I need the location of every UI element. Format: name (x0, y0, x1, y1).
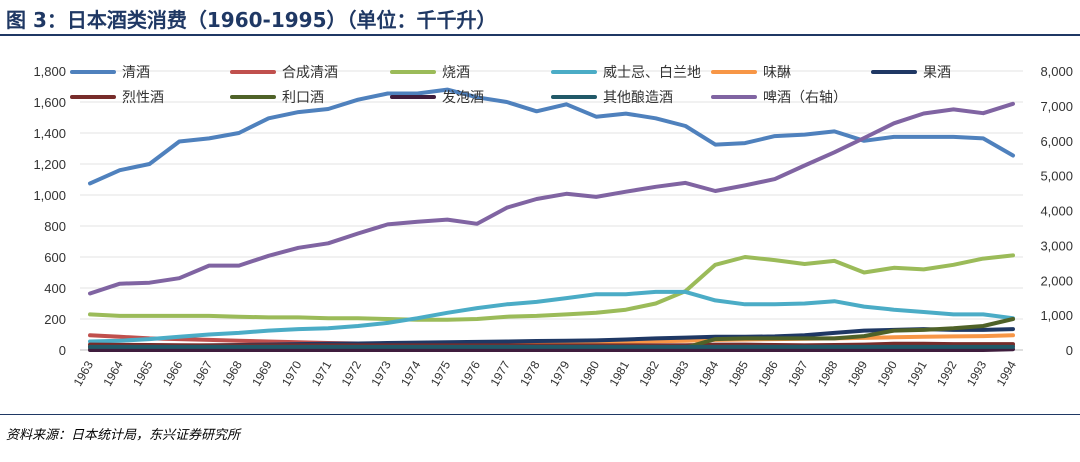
legend-label: 啤酒（右轴） (763, 89, 847, 105)
x-tick-label: 1975 (428, 358, 454, 388)
x-tick-label: 1965 (130, 358, 156, 388)
x-tick-label: 1969 (249, 358, 275, 388)
y-left-tick-label: 1,800 (33, 64, 66, 79)
x-tick-label: 1982 (636, 358, 662, 388)
x-tick-label: 1992 (934, 358, 960, 388)
legend-label: 味醂 (763, 64, 791, 80)
x-tick-label: 1985 (726, 358, 752, 388)
y-right-tick-label: 0 (1066, 343, 1073, 358)
y-left-tick-label: 1,600 (33, 95, 66, 110)
x-tick-label: 1979 (547, 358, 573, 388)
x-tick-label: 1970 (279, 358, 305, 388)
x-tick-label: 1986 (755, 358, 781, 388)
y-left-tick-label: 1,400 (33, 126, 66, 141)
legend-label: 发泡酒 (442, 89, 484, 105)
y-left-tick-label: 200 (44, 312, 66, 327)
x-tick-label: 1971 (309, 358, 335, 388)
x-tick-label: 1963 (71, 358, 97, 388)
y-right-tick-label: 1,000 (1040, 308, 1073, 323)
x-tick-label: 1973 (368, 358, 394, 388)
legend-label: 威士忌、白兰地 (603, 64, 701, 80)
y-right-tick-label: 5,000 (1040, 169, 1073, 184)
x-tick-label: 1972 (339, 358, 365, 388)
legend-label: 果酒 (923, 64, 951, 80)
source-note: 资料来源：日本统计局，东兴证券研究所 (6, 428, 241, 443)
y-left-tick-label: 1,000 (33, 188, 66, 203)
x-tick-label: 1968 (219, 358, 245, 388)
x-tick-label: 1967 (190, 358, 216, 388)
y-right-tick-label: 6,000 (1040, 134, 1073, 149)
y-left-tick-label: 400 (44, 281, 66, 296)
y-right-tick-label: 2,000 (1040, 273, 1073, 288)
series-lines (88, 87, 1015, 352)
x-tick-label: 1980 (577, 358, 603, 388)
x-tick-label: 1983 (666, 358, 692, 388)
x-tick-label: 1991 (904, 358, 930, 388)
footer-rule (0, 414, 1080, 415)
line-chart: 0 200 400 600 800 1,000 1,200 1,400 1,600 1,800 0… (33, 64, 1073, 389)
y-axis-left: 0 200 400 600 800 1,000 1,200 1,400 1,600 1,800 (33, 64, 66, 358)
y-left-tick-label: 800 (44, 219, 66, 234)
legend-label: 烧酒 (442, 64, 470, 80)
series-line-10 (88, 101, 1015, 296)
title-rule (0, 34, 1080, 36)
legend-label: 利口酒 (282, 89, 324, 105)
x-tick-label: 1994 (994, 358, 1020, 388)
y-right-tick-label: 4,000 (1040, 204, 1073, 219)
x-tick-label: 1966 (160, 358, 186, 388)
legend-label: 烈性酒 (122, 89, 164, 105)
x-axis: 1963 1964 1965 1966 1967 1968 1969 1970 1971 1972… (71, 358, 1020, 388)
series-line-3 (88, 289, 1015, 344)
series-line-8 (88, 347, 1015, 352)
y-left-tick-label: 600 (44, 250, 66, 265)
x-tick-label: 1964 (100, 358, 126, 388)
x-tick-label: 1974 (398, 358, 424, 388)
x-tick-label: 1993 (964, 358, 990, 388)
x-tick-label: 1978 (517, 358, 543, 388)
legend-label: 清酒 (122, 64, 150, 80)
legend-label: 合成清酒 (282, 64, 338, 80)
y-right-tick-label: 8,000 (1040, 64, 1073, 79)
x-tick-label: 1976 (458, 358, 484, 388)
x-tick-label: 1990 (874, 358, 900, 388)
y-left-tick-label: 1,200 (33, 157, 66, 172)
series-line-2 (88, 253, 1015, 322)
y-left-tick-label: 0 (59, 343, 66, 358)
y-right-tick-label: 7,000 (1040, 99, 1073, 114)
x-tick-label: 1984 (696, 358, 722, 388)
y-axis-right: 0 1,000 2,000 3,000 4,000 5,000 6,000 7,000 8,00… (1040, 64, 1073, 358)
x-tick-label: 1981 (607, 358, 633, 388)
x-tick-label: 1988 (815, 358, 841, 388)
series-line-0 (88, 87, 1015, 186)
figure-title: 图 3：日本酒类消费（1960-1995）（单位：千千升） (6, 8, 497, 32)
x-tick-label: 1987 (785, 358, 811, 388)
y-right-tick-label: 3,000 (1040, 238, 1073, 253)
legend-label: 其他酿造酒 (603, 89, 673, 105)
x-tick-label: 1977 (487, 358, 513, 388)
x-tick-label: 1989 (845, 358, 871, 388)
